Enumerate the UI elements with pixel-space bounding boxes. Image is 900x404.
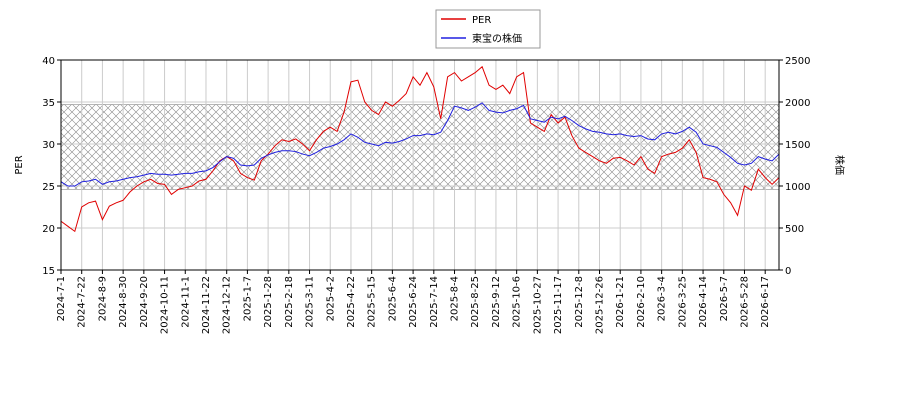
legend-label: 東宝の株価	[472, 32, 522, 45]
y2-tick-label: 1000	[785, 182, 810, 193]
x-tick-label: 2025-1-7	[242, 276, 253, 321]
x-tick-label: 2024-11-1	[180, 276, 191, 328]
x-tick-label: 2026-3-4	[657, 276, 668, 321]
x-tick-label: 2024-7-22	[77, 276, 88, 328]
x-tick-label: 2025-10-27	[532, 276, 543, 334]
x-tick-label: 2025-10-6	[512, 276, 523, 328]
x-tick-label: 2025-4-22	[346, 276, 357, 328]
series-line	[60, 65, 780, 233]
plot-frame	[60, 59, 780, 271]
y-tick-label: 35	[42, 98, 55, 109]
x-tick-label: 2026-3-25	[677, 276, 688, 328]
x-tick-label: 2024-7-1	[56, 276, 67, 321]
x-tick-label: 2024-8-9	[97, 276, 108, 321]
x-tick-label: 2025-12-8	[574, 276, 585, 328]
y-tick-label: 15	[42, 266, 55, 277]
legend-box	[435, 9, 541, 49]
x-tick-label: 2026-4-14	[698, 276, 709, 328]
y-axis-label: PER	[14, 155, 25, 174]
x-tick-label: 2026-2-10	[636, 276, 647, 328]
x-tick-label: 2024-10-11	[160, 276, 171, 334]
y2-tick-label: 1500	[785, 140, 810, 151]
x-tick-label: 2025-3-11	[305, 276, 316, 328]
range-band	[60, 104, 780, 190]
legend: PER 東宝の株価	[435, 9, 541, 49]
y2-tick-label: 2000	[785, 98, 810, 109]
x-tick-label: 2024-11-22	[201, 276, 212, 334]
x-tick-label: 2025-6-4	[387, 276, 398, 321]
x-tick-label: 2024-12-12	[222, 276, 233, 334]
y-tick-label: 30	[42, 140, 55, 151]
y-tick-label: 20	[42, 224, 55, 235]
x-tick-label: 2024-9-20	[139, 276, 150, 328]
y-tick-label: 40	[42, 56, 55, 67]
x-tick-label: 2025-7-14	[429, 276, 440, 328]
y2-tick-label: 0	[785, 266, 791, 277]
x-tick-label: 2025-12-26	[595, 276, 606, 334]
x-tick-label: 2025-5-15	[367, 276, 378, 328]
x-tick-label: 2026-6-17	[760, 276, 771, 328]
y2-tick-label: 500	[785, 224, 804, 235]
x-tick-label: 2026-5-28	[739, 276, 750, 328]
x-tick-label: 2025-2-18	[284, 276, 295, 328]
x-tick-label: 2025-6-24	[408, 276, 419, 328]
legend-label: PER	[472, 15, 491, 26]
x-tick-label: 2024-8-30	[118, 276, 129, 328]
x-tick-label: 2025-1-28	[263, 276, 274, 328]
x-tick-label: 2025-8-25	[470, 276, 481, 328]
y2-axis-label: 株価	[833, 155, 846, 175]
x-tick-label: 2025-8-4	[450, 276, 461, 321]
y2-tick-label: 2500	[785, 56, 810, 67]
x-tick-label: 2025-11-17	[553, 276, 564, 334]
x-tick-label: 2026-5-7	[719, 276, 730, 321]
x-tick-label: 2026-1-21	[615, 276, 626, 328]
x-tick-label: 2025-9-12	[491, 276, 502, 328]
series-line	[60, 102, 780, 187]
x-tick-label: 2025-4-2	[325, 276, 336, 321]
y-tick-label: 25	[42, 182, 55, 193]
